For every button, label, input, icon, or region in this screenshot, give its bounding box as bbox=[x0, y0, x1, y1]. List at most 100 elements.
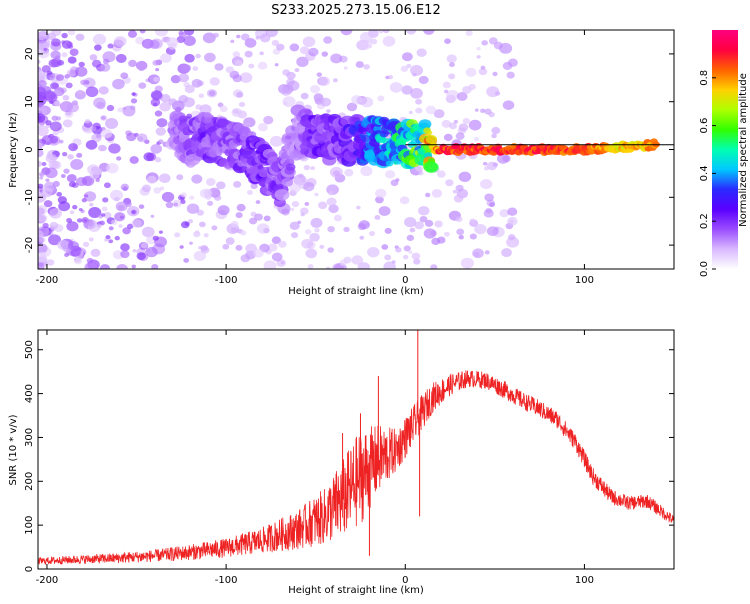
ridge-blob bbox=[204, 117, 212, 123]
noise-blob bbox=[443, 133, 453, 142]
spectrogram-y-tick-label: -20 bbox=[24, 237, 35, 253]
noise-blob bbox=[99, 63, 111, 72]
noise-blob bbox=[239, 72, 253, 83]
noise-blob bbox=[507, 216, 518, 226]
noise-blob bbox=[378, 206, 391, 216]
noise-blob bbox=[77, 89, 83, 95]
noise-blob bbox=[180, 199, 186, 205]
noise-blob bbox=[389, 82, 403, 93]
noise-blob bbox=[444, 38, 451, 44]
noise-blob bbox=[455, 184, 464, 192]
noise-blob bbox=[363, 64, 370, 70]
noise-blob bbox=[238, 101, 246, 108]
noise-blob bbox=[359, 31, 373, 43]
noise-blob bbox=[44, 167, 58, 179]
snr-y-axis-label: SNR (10 * v/v) bbox=[8, 414, 19, 485]
noise-blob bbox=[283, 101, 288, 105]
noise-blob bbox=[255, 200, 261, 205]
snr-panel: -200 -100 0 100 0 100 200 300 400 500 Height of … bbox=[8, 329, 675, 596]
noise-blob bbox=[418, 75, 429, 85]
noise-blob bbox=[326, 197, 337, 206]
noise-blob bbox=[182, 97, 195, 108]
noise-blob bbox=[118, 224, 123, 228]
noise-blob bbox=[50, 82, 59, 90]
noise-blob bbox=[45, 178, 50, 182]
noise-blob bbox=[383, 261, 396, 269]
noise-blob bbox=[182, 64, 192, 72]
noise-blob bbox=[38, 59, 41, 64]
noise-blob bbox=[502, 61, 513, 70]
spectrogram-y-tick-label: 10 bbox=[24, 95, 35, 108]
noise-blob bbox=[291, 200, 300, 208]
spectrogram-y-axis-label: Frequency (Hz) bbox=[8, 112, 19, 188]
noise-blob bbox=[136, 252, 146, 261]
spectrogram-x-tick-label: 100 bbox=[575, 275, 594, 286]
noise-blob bbox=[307, 264, 314, 269]
noise-blob bbox=[325, 266, 331, 269]
noise-blob bbox=[455, 216, 463, 223]
noise-blob bbox=[452, 189, 458, 194]
noise-blob bbox=[76, 218, 83, 223]
noise-blob bbox=[195, 230, 200, 234]
colorbar-tick-label: 0.2 bbox=[699, 213, 710, 229]
noise-blob bbox=[38, 100, 44, 109]
noise-blob bbox=[114, 235, 120, 241]
noise-blob bbox=[499, 209, 510, 218]
colorbar-ticks: 0.0 0.2 0.4 0.6 0.8 bbox=[699, 70, 716, 277]
noise-blob bbox=[154, 157, 162, 163]
noise-blob bbox=[166, 37, 179, 47]
snr-series-line bbox=[38, 370, 674, 565]
noise-blob bbox=[108, 226, 114, 231]
noise-blob bbox=[244, 38, 257, 48]
noise-blob bbox=[81, 175, 95, 187]
noise-blob bbox=[453, 194, 464, 203]
noise-blob bbox=[318, 201, 328, 210]
noise-blob bbox=[290, 232, 299, 239]
noise-blob bbox=[478, 68, 488, 76]
snr-x-tick-label: -100 bbox=[215, 575, 238, 586]
noise-blob bbox=[259, 33, 271, 43]
noise-blob bbox=[329, 166, 343, 178]
snr-y-tick-label: 200 bbox=[24, 472, 35, 491]
noise-blob bbox=[231, 108, 243, 117]
noise-blob bbox=[204, 52, 216, 63]
noise-blob bbox=[423, 30, 435, 35]
noise-blob bbox=[38, 80, 47, 88]
snr-y-ticks: 0 100 200 300 400 500 bbox=[24, 340, 674, 572]
noise-blob bbox=[138, 65, 145, 72]
noise-blob bbox=[484, 108, 492, 115]
noise-blob bbox=[74, 257, 83, 265]
ridge-blob bbox=[203, 112, 212, 119]
noise-blob bbox=[56, 191, 63, 197]
noise-blob bbox=[187, 219, 194, 224]
noise-blob bbox=[120, 250, 130, 259]
noise-blob bbox=[384, 254, 392, 261]
noise-blob bbox=[38, 243, 48, 254]
noise-blob bbox=[305, 248, 318, 259]
noise-blob bbox=[346, 102, 358, 112]
noise-blob bbox=[178, 73, 190, 83]
noise-blob bbox=[139, 30, 146, 34]
snr-x-axis-label: Height of straight line (km) bbox=[288, 585, 424, 596]
noise-blob bbox=[64, 110, 74, 118]
noise-blob bbox=[149, 39, 160, 49]
noise-blob bbox=[410, 65, 424, 76]
noise-blob bbox=[57, 196, 67, 204]
noise-blob bbox=[383, 30, 390, 34]
noise-blob bbox=[143, 152, 155, 162]
noise-blob bbox=[418, 206, 430, 216]
noise-blob bbox=[230, 39, 235, 44]
ridge-blob bbox=[221, 158, 227, 163]
noise-blob bbox=[433, 109, 445, 119]
noise-blob bbox=[492, 162, 499, 167]
noise-blob bbox=[178, 31, 187, 39]
noise-blob bbox=[160, 94, 171, 103]
noise-blob bbox=[235, 244, 243, 251]
noise-blob bbox=[109, 189, 124, 201]
noise-blob bbox=[408, 110, 413, 115]
noise-blob bbox=[104, 238, 109, 242]
noise-blob bbox=[301, 238, 314, 249]
noise-blob bbox=[49, 221, 59, 230]
noise-blob bbox=[103, 211, 112, 219]
noise-blob bbox=[437, 170, 446, 178]
